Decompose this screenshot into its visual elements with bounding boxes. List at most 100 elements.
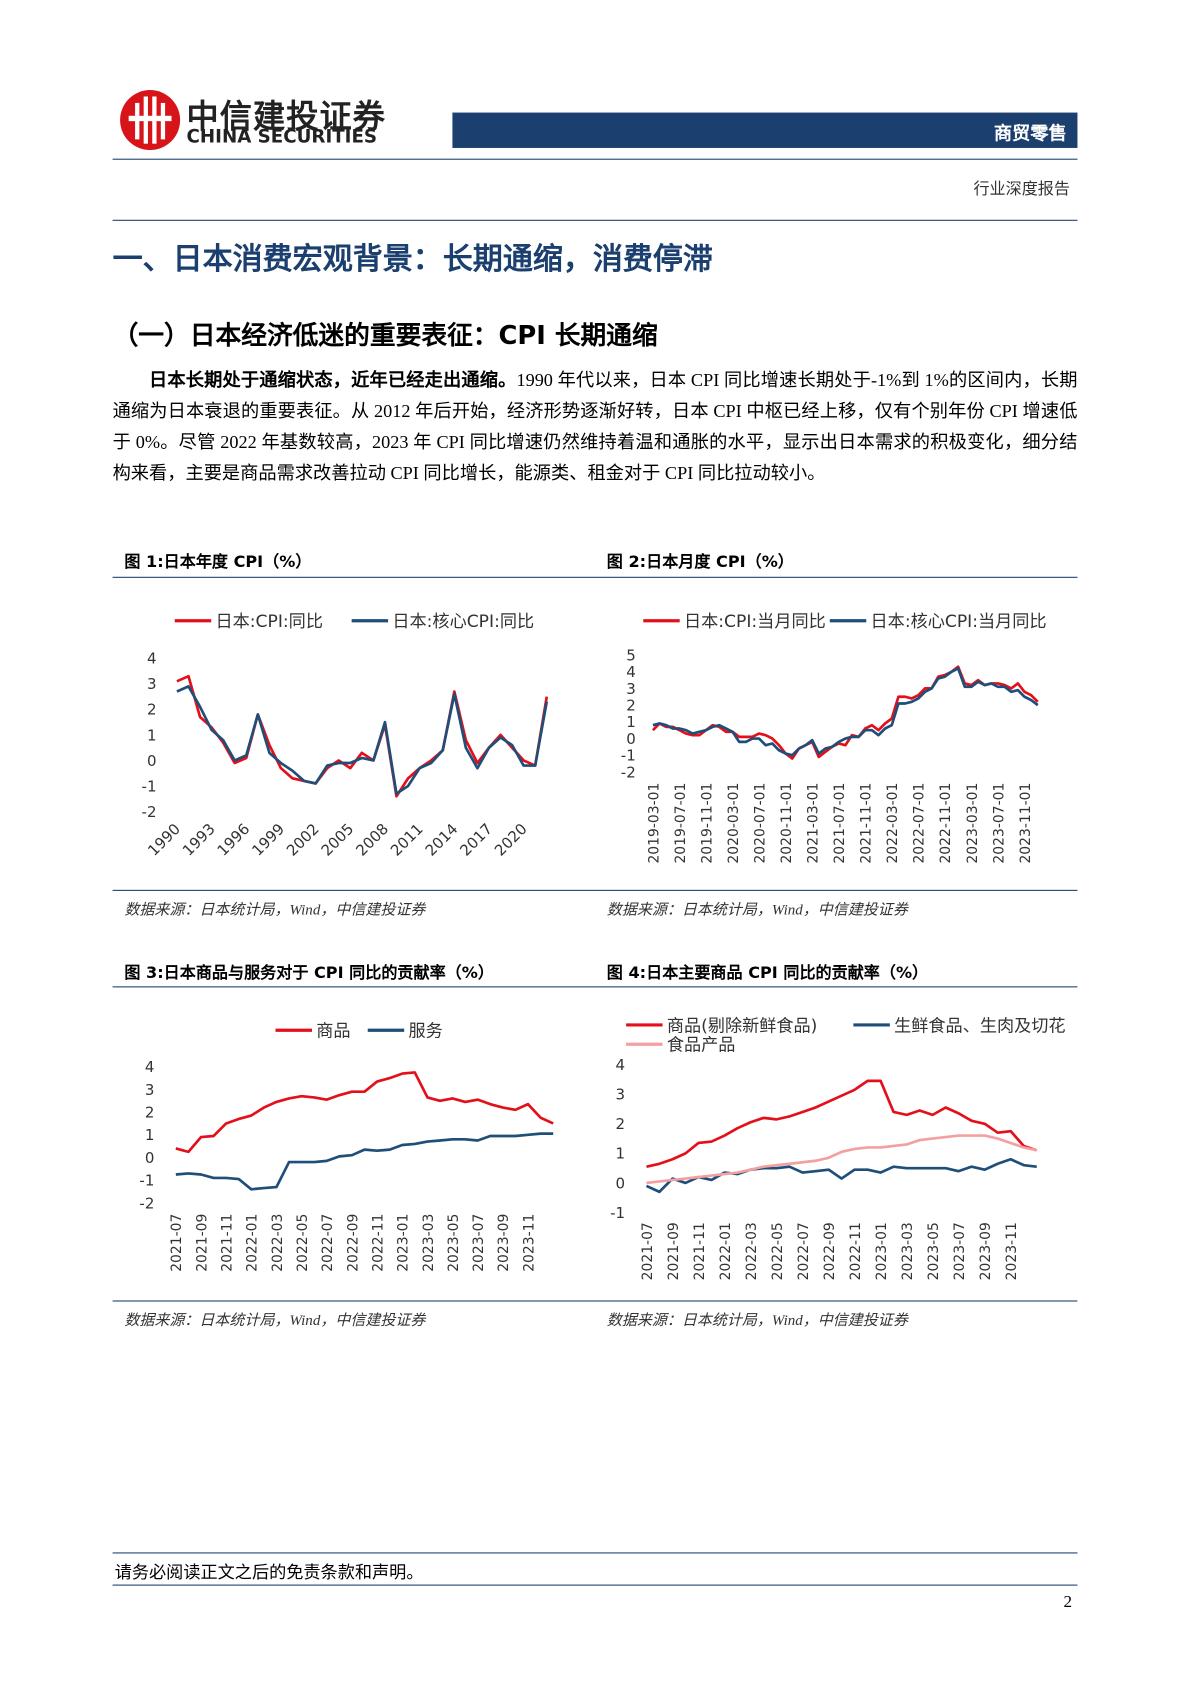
y-tick-label: 3 — [145, 1081, 155, 1099]
legend-label: 日本:CPI:当月同比 — [684, 612, 826, 632]
y-tick-label: 1 — [147, 726, 157, 744]
x-tick-label: 2023-03 — [421, 1214, 437, 1272]
rule — [112, 158, 1078, 160]
legend-label: 日本:核心CPI:当月同比 — [871, 612, 1047, 632]
y-tick-label: 0 — [145, 1149, 155, 1167]
body-paragraph: 日本长期处于通缩状态，近年已经走出通缩。1990 年代以来，日本 CPI 同比增… — [113, 365, 1078, 489]
figure-title: 图 4:日本主要商品 CPI 同比的贡献率（%） — [606, 962, 929, 983]
logo-en: CHINA SECURITIES — [186, 126, 378, 148]
x-tick-label: 2023-09 — [496, 1214, 512, 1272]
x-tick-label: 2022-07-01 — [912, 783, 928, 864]
disclaimer: 请务必阅读正文之后的免责条款和声明。 — [114, 1564, 424, 1583]
y-tick-label: 0 — [147, 752, 157, 770]
x-tick-label: 2023-11-01 — [1018, 783, 1034, 864]
y-tick-label: 1 — [626, 713, 636, 731]
x-tick-label: 2023-11 — [521, 1214, 537, 1272]
figure-title: 图 1:日本年度 CPI（%） — [124, 552, 312, 572]
y-tick-label: 0 — [615, 1174, 625, 1192]
x-tick-label: 2021-11 — [220, 1214, 236, 1272]
figure-title: 图 2:日本月度 CPI（%） — [606, 552, 794, 572]
x-tick-label: 2021-11 — [692, 1222, 708, 1280]
y-tick-label: -1 — [610, 1204, 625, 1222]
x-tick-label: 2021-09 — [666, 1222, 682, 1280]
x-tick-label: 2022-07 — [796, 1222, 812, 1280]
x-tick-label: 2022-09 — [822, 1222, 838, 1280]
x-tick-label: 2021-11-01 — [859, 783, 875, 864]
x-tick-label: 2022-01 — [245, 1214, 261, 1272]
x-tick-label: 2021-07 — [640, 1222, 656, 1280]
x-tick-label: 2023-11 — [1004, 1222, 1020, 1280]
x-tick-label: 2023-03 — [900, 1222, 916, 1280]
x-tick-label: 2023-09 — [978, 1222, 994, 1280]
series-line — [175, 1132, 554, 1191]
rule — [112, 576, 1078, 578]
x-tick-label: 2023-05 — [446, 1214, 462, 1272]
rule — [112, 1584, 1078, 1586]
rule — [112, 889, 1078, 891]
series-line — [646, 1079, 1038, 1168]
rule — [112, 219, 1078, 221]
legend-label: 商品 — [316, 1022, 350, 1042]
charts: -2-1012341990199319961999200220052008201… — [139, 612, 1065, 1280]
x-tick-label: 1999 — [248, 820, 288, 860]
figure-source: 数据来源：日本统计局，Wind，中信建投证券 — [606, 902, 908, 919]
logo-cn: 中信建投证券 — [186, 98, 386, 137]
legend-label: 日本:CPI:同比 — [215, 612, 322, 632]
y-tick-label: 5 — [626, 646, 636, 664]
report-type: 行业深度报告 — [973, 179, 1070, 199]
y-tick-label: -1 — [142, 777, 157, 795]
logo-icon — [120, 90, 181, 151]
figure-title: 图 3:日本商品与服务对于 CPI 同比的贡献率（%） — [124, 962, 494, 983]
x-tick-label: 2019-07-01 — [673, 783, 689, 864]
series-line — [652, 667, 1039, 757]
page-number: 2 — [1063, 1593, 1073, 1612]
x-tick-label: 2005 — [318, 820, 358, 860]
figure-source: 数据来源：日本统计局，Wind，中信建投证券 — [606, 1313, 908, 1330]
y-tick-label: -2 — [142, 803, 157, 821]
x-tick-label: 2022-03 — [744, 1222, 760, 1280]
figure-source: 数据来源：日本统计局，Wind，中信建投证券 — [124, 902, 426, 919]
x-tick-label: 2023-07 — [471, 1214, 487, 1272]
y-tick-label: 2 — [615, 1115, 625, 1133]
legend-label: 商品(剔除新鲜食品) — [667, 1016, 818, 1036]
x-tick-label: 2023-01 — [874, 1222, 890, 1280]
y-tick-label: -1 — [139, 1172, 154, 1190]
x-tick-label: 2022-11 — [848, 1222, 864, 1280]
series-line — [651, 665, 1039, 760]
y-tick-label: 3 — [147, 675, 157, 693]
x-tick-label: 2022-07 — [320, 1214, 336, 1272]
series-line — [176, 674, 549, 798]
header-bar — [452, 112, 1078, 148]
y-tick-label: -1 — [621, 747, 636, 765]
x-tick-label: 2008 — [352, 820, 392, 860]
x-tick-label: 2020 — [491, 820, 531, 860]
body-text: 1990 年代以来，日本 CPI 同比增速长期处于-1%到 1%的区间内，长期通… — [112, 369, 1078, 484]
section-title: 一、日本消费宏观背景：长期通缩，消费停滞 — [112, 241, 713, 277]
x-tick-label: 1993 — [179, 820, 219, 860]
x-tick-label: 2020-07-01 — [752, 783, 768, 864]
y-tick-label: 0 — [626, 730, 636, 748]
y-tick-label: 4 — [626, 663, 636, 681]
x-tick-label: 2011 — [387, 820, 427, 860]
rule — [112, 986, 1078, 988]
rule — [112, 1552, 1078, 1554]
rule — [112, 1300, 1078, 1302]
y-tick-label: -2 — [621, 763, 636, 781]
x-tick-label: 2022-09 — [345, 1214, 361, 1272]
legend-label: 日本:核心CPI:同比 — [392, 612, 534, 632]
x-tick-label: 1996 — [214, 820, 254, 860]
figure-source: 数据来源：日本统计局，Wind，中信建投证券 — [124, 1313, 426, 1330]
y-tick-label: 2 — [145, 1103, 155, 1121]
x-tick-label: 2021-07 — [169, 1214, 185, 1272]
x-tick-label: 2023-03-01 — [965, 783, 981, 864]
x-tick-label: 2022-03-01 — [885, 783, 901, 864]
sector: 商贸零售 — [993, 123, 1067, 145]
y-tick-label: 1 — [145, 1126, 155, 1144]
series-line — [646, 1134, 1038, 1185]
legend-label: 食品产品 — [667, 1036, 736, 1056]
y-tick-label: -2 — [139, 1194, 154, 1212]
x-tick-label: 2021-09 — [194, 1214, 210, 1272]
x-tick-label: 2022-03 — [270, 1214, 286, 1272]
y-tick-label: 2 — [626, 696, 636, 714]
